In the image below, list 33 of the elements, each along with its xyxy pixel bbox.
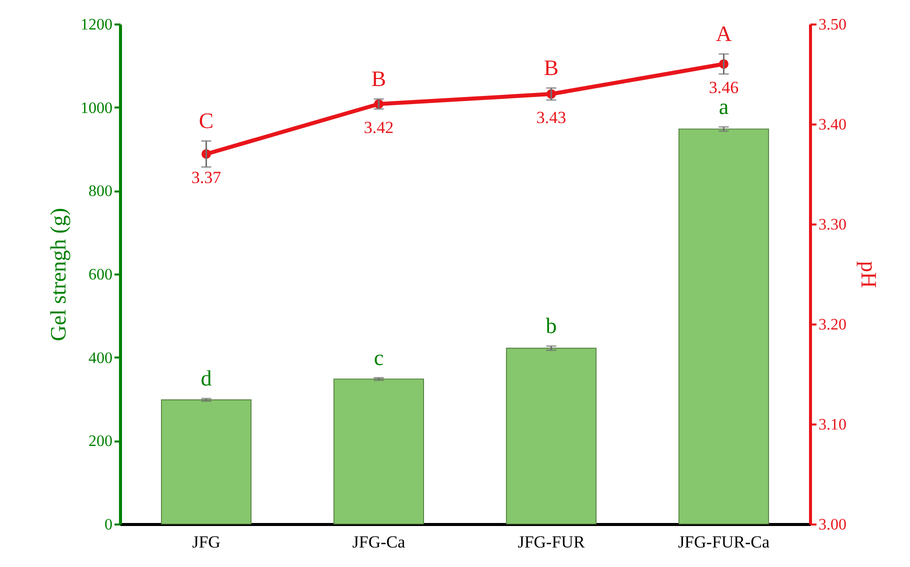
data-label: 3.42 xyxy=(364,118,394,137)
y-tick-label: 800 xyxy=(88,183,112,200)
bar xyxy=(334,378,424,524)
data-label: 3.43 xyxy=(536,108,566,127)
y2-tick-label: 3.50 xyxy=(818,16,846,34)
y-tick-label: 400 xyxy=(88,350,112,367)
annotation: A xyxy=(716,21,732,46)
annotation: c xyxy=(374,344,384,370)
x-tick-label: JFG-FUR xyxy=(518,532,586,552)
y2-tick-label: 3.00 xyxy=(818,516,846,534)
y-tick-label: 600 xyxy=(88,266,112,284)
y-tick-label: 0 xyxy=(104,516,112,534)
y2-tick-label: 3.30 xyxy=(818,216,846,234)
bar xyxy=(506,348,596,524)
y-axis-title: Gel strengh (g) xyxy=(46,208,70,342)
y-tick-label: 1000 xyxy=(80,100,112,117)
bar xyxy=(161,399,252,524)
y-tick-label: 200 xyxy=(88,433,112,450)
x-tick-label: JFG xyxy=(192,532,220,552)
annotation: b xyxy=(546,313,557,338)
annotation: d xyxy=(200,366,212,391)
annotation: B xyxy=(544,55,559,80)
x-tick-label: JFG-FUR-Ca xyxy=(678,532,770,552)
x-tick-label: JFG-Ca xyxy=(352,532,406,552)
y2-axis-title: pH xyxy=(856,261,882,288)
annotation: B xyxy=(371,66,386,91)
data-label: 3.37 xyxy=(191,168,222,187)
annotation: C xyxy=(198,108,214,133)
y2-tick-label: 3.40 xyxy=(818,116,846,134)
y2-tick-label: 3.20 xyxy=(818,316,846,334)
y2-tick-label: 3.10 xyxy=(818,416,846,434)
y-tick-label: 1200 xyxy=(80,16,112,34)
bar xyxy=(678,128,769,524)
